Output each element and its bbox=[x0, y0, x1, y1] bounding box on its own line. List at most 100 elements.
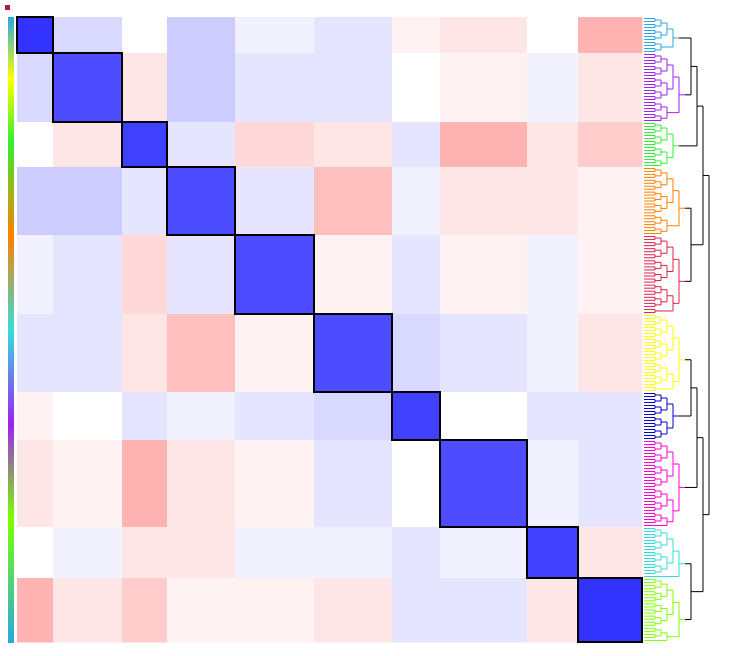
heatmap-cell bbox=[392, 235, 441, 315]
heatmap-cell bbox=[392, 17, 441, 54]
dendrogram bbox=[644, 18, 710, 641]
heatmap-cell bbox=[167, 527, 236, 579]
heatmap-cell bbox=[17, 235, 54, 315]
heatmap-cell bbox=[53, 17, 123, 54]
heatmap-cell bbox=[578, 17, 643, 54]
heatmap-cell bbox=[235, 122, 315, 168]
cluster-box bbox=[577, 577, 643, 643]
heatmap-cell bbox=[314, 235, 393, 315]
heatmap-cell bbox=[17, 392, 54, 441]
heatmap-cell bbox=[314, 527, 393, 579]
heatmap-cell bbox=[527, 527, 579, 579]
heatmap-cell bbox=[314, 440, 393, 528]
cluster-box bbox=[313, 313, 393, 393]
heatmap-cell bbox=[578, 167, 643, 236]
side-color-strip bbox=[8, 17, 14, 643]
heatmap-cell bbox=[167, 392, 236, 441]
heatmap-cell bbox=[17, 17, 54, 54]
heatmap-cell bbox=[440, 17, 528, 54]
heatmap-cell bbox=[314, 17, 393, 54]
cluster-box bbox=[391, 391, 441, 441]
heatmap-cell bbox=[527, 53, 579, 123]
cluster-box bbox=[16, 16, 54, 54]
heatmap-cell bbox=[440, 122, 528, 168]
heatmap-cell bbox=[122, 53, 168, 123]
heatmap-cell bbox=[122, 578, 168, 643]
heatmap-cell bbox=[578, 392, 643, 441]
heatmap-cell bbox=[235, 314, 315, 393]
heatmap-cell bbox=[527, 392, 579, 441]
cluster-box bbox=[166, 166, 236, 236]
cluster-box bbox=[439, 439, 528, 528]
cluster-box bbox=[52, 52, 123, 123]
heatmap-cell bbox=[314, 314, 393, 393]
heatmap-cell bbox=[235, 17, 315, 54]
heatmap-cell bbox=[527, 314, 579, 393]
heatmap-cell bbox=[122, 314, 168, 393]
heatmap-cell bbox=[53, 122, 123, 168]
heatmap-cell bbox=[167, 578, 236, 643]
heatmap-cell bbox=[527, 235, 579, 315]
heatmap-cell bbox=[440, 167, 528, 236]
heatmap-cell bbox=[17, 314, 54, 393]
heatmap-cell bbox=[53, 392, 123, 441]
heatmap-cell bbox=[53, 440, 123, 528]
heatmap-cell bbox=[440, 527, 528, 579]
heatmap-cell bbox=[17, 578, 54, 643]
heatmap-cell bbox=[122, 440, 168, 528]
heatmap-cell bbox=[578, 53, 643, 123]
heatmap-cell bbox=[392, 167, 441, 236]
heatmap-cell bbox=[235, 167, 315, 236]
corner-marker bbox=[5, 5, 10, 10]
heatmap-cell bbox=[527, 122, 579, 168]
heatmap-cell bbox=[53, 235, 123, 315]
heatmap-cell bbox=[527, 440, 579, 528]
heatmap-cell bbox=[17, 53, 54, 123]
heatmap-cell bbox=[53, 53, 123, 123]
heatmap-cell bbox=[17, 440, 54, 528]
heatmap-cell bbox=[167, 122, 236, 168]
heatmap-cell bbox=[527, 17, 579, 54]
heatmap-cell bbox=[392, 527, 441, 579]
heatmap-cell bbox=[167, 167, 236, 236]
heatmap-cell bbox=[235, 440, 315, 528]
heatmap-cell bbox=[314, 53, 393, 123]
heatmap-cell bbox=[392, 578, 441, 643]
heatmap-cell bbox=[578, 527, 643, 579]
heatmap-cell bbox=[440, 578, 528, 643]
heatmap-cell bbox=[578, 578, 643, 643]
heatmap-cell bbox=[314, 167, 393, 236]
heatmap-cell bbox=[122, 392, 168, 441]
heatmap-cell bbox=[53, 527, 123, 579]
heatmap-cell bbox=[122, 235, 168, 315]
heatmap-cell bbox=[527, 578, 579, 643]
heatmap-cell bbox=[235, 578, 315, 643]
heatmap-cell bbox=[167, 53, 236, 123]
heatmap-cell bbox=[314, 578, 393, 643]
heatmap-cell bbox=[440, 392, 528, 441]
heatmap-cell bbox=[167, 17, 236, 54]
cluster-box bbox=[526, 526, 579, 579]
heatmap-cell bbox=[53, 314, 123, 393]
heatmap-cell bbox=[167, 235, 236, 315]
heatmap bbox=[17, 17, 643, 643]
heatmap-cell bbox=[440, 235, 528, 315]
cluster-boxes bbox=[16, 16, 643, 643]
heatmap-cell bbox=[578, 122, 643, 168]
heatmap-cell bbox=[235, 235, 315, 315]
heatmap-cell bbox=[314, 392, 393, 441]
heatmap-cell bbox=[392, 53, 441, 123]
heatmap-cell bbox=[17, 527, 54, 579]
heatmap-cell bbox=[17, 167, 54, 236]
heatmap-cell bbox=[440, 53, 528, 123]
heatmap-cell bbox=[578, 440, 643, 528]
heatmap-cell bbox=[392, 314, 441, 393]
heatmap-cell bbox=[440, 440, 528, 528]
heatmap-cell bbox=[392, 440, 441, 528]
heatmap-cell bbox=[578, 235, 643, 315]
heatmap-cell bbox=[440, 314, 528, 393]
heatmap-cell bbox=[53, 167, 123, 236]
heatmap-cell bbox=[235, 53, 315, 123]
heatmap-cell bbox=[392, 122, 441, 168]
heatmap-cell bbox=[122, 122, 168, 168]
